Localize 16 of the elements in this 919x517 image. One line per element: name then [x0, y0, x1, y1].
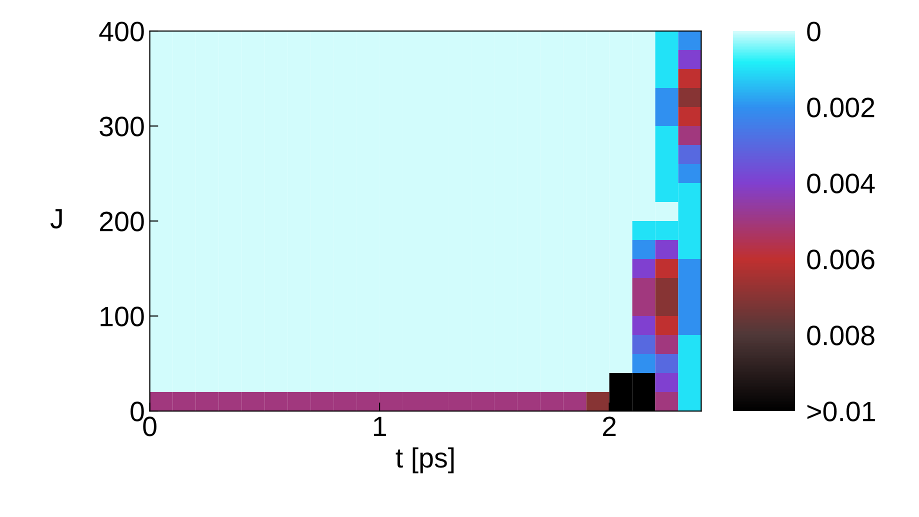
x-tick-label: 2	[602, 416, 616, 436]
y-tick-label: 200	[100, 212, 144, 232]
y-tick-label: 400	[99, 22, 144, 42]
y-tick-label: 100	[100, 306, 144, 326]
y-axis-title: J	[50, 209, 62, 228]
y-tick-label: 0	[130, 402, 144, 422]
color-bar-label: 0.002	[807, 98, 874, 118]
color-bar-label: 0	[807, 22, 820, 42]
color-bar-label: 0.008	[807, 326, 874, 346]
y-tick-label: 300	[100, 116, 144, 136]
x-tick-label: 1	[374, 416, 386, 436]
color-bar-label: 0.004	[807, 174, 875, 194]
x-axis-title: t [ps]	[396, 447, 454, 474]
color-bar-label: 0.006	[807, 250, 874, 270]
x-tick-label: 0	[143, 416, 156, 436]
color-bar-label: >0.01	[807, 402, 875, 422]
